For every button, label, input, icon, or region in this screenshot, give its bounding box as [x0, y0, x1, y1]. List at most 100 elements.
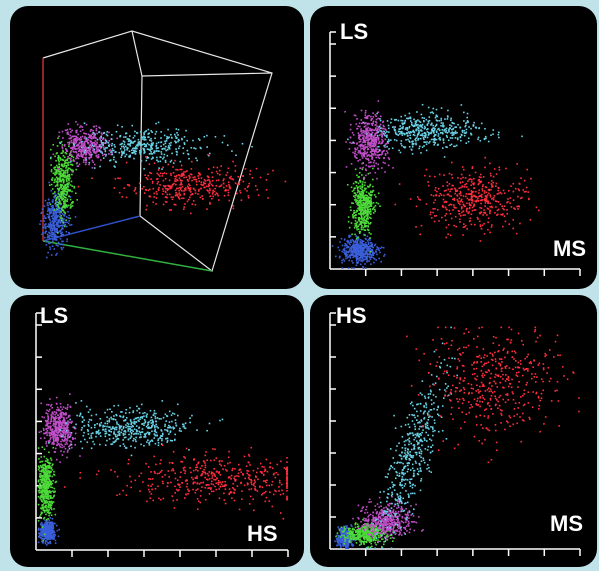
data-point [66, 198, 69, 201]
data-point [463, 129, 466, 132]
data-point [352, 262, 354, 264]
data-point [361, 196, 364, 199]
data-point [45, 466, 48, 469]
data-point [72, 156, 75, 159]
data-point [405, 127, 407, 129]
data-point [418, 131, 420, 134]
data-point [178, 177, 181, 179]
data-point [442, 141, 445, 144]
data-point [360, 255, 362, 258]
data-point [257, 194, 260, 196]
data-point [421, 146, 424, 148]
data-point [401, 134, 404, 136]
data-point [167, 184, 169, 187]
data-point [362, 203, 364, 205]
data-point [59, 172, 62, 175]
data-point [497, 189, 500, 192]
data-point [367, 145, 369, 148]
data-point [490, 205, 493, 208]
data-point [362, 146, 365, 149]
data-point [49, 507, 51, 509]
data-point [463, 223, 465, 225]
data-point [54, 168, 56, 171]
data-point [487, 201, 490, 204]
data-point [49, 232, 51, 235]
data-point [57, 219, 60, 222]
data-point [167, 145, 170, 147]
data-point [364, 208, 367, 211]
data-point [43, 525, 46, 528]
data-point [68, 145, 70, 148]
x-axis-label-ms: MS [553, 236, 586, 261]
data-point [68, 157, 70, 160]
data-point [251, 176, 254, 179]
data-point [364, 181, 366, 184]
data-point [470, 199, 473, 202]
data-point [53, 224, 56, 227]
data-point [519, 222, 521, 225]
data-point [97, 149, 100, 152]
data-point [147, 174, 149, 177]
data-point [223, 135, 226, 137]
data-point [479, 199, 482, 202]
data-point [59, 215, 61, 218]
data-point [123, 136, 125, 138]
data-point [163, 172, 166, 174]
data-point [44, 224, 46, 226]
data-point [369, 146, 371, 148]
data-point [395, 132, 397, 135]
data-point [140, 160, 143, 162]
data-point [162, 188, 164, 190]
data-point [228, 183, 230, 186]
data-point [102, 144, 105, 146]
data-point [435, 131, 438, 134]
data-point [265, 178, 268, 181]
data-point [362, 228, 364, 231]
data-point [128, 184, 130, 186]
data-point [151, 144, 154, 146]
data-point [202, 198, 204, 200]
data-point [459, 203, 461, 206]
data-point [54, 220, 57, 223]
data-point [53, 219, 56, 221]
data-point [401, 119, 404, 122]
data-point [135, 192, 137, 195]
data-point [69, 184, 72, 186]
data-point [427, 106, 430, 109]
data-point [374, 243, 377, 246]
data-point [470, 193, 473, 196]
data-point [345, 252, 347, 254]
data-point [349, 257, 352, 259]
data-point [471, 191, 473, 194]
data-point [400, 132, 403, 135]
data-point [176, 178, 178, 181]
data-point [438, 220, 440, 222]
data-point [367, 143, 369, 146]
data-point [44, 522, 47, 524]
data-point [365, 122, 367, 124]
data-point [366, 195, 369, 197]
data-point [66, 133, 69, 135]
data-point [165, 196, 168, 198]
data-point [375, 156, 378, 159]
data-point [207, 153, 209, 156]
data-point [448, 194, 451, 197]
data-point [206, 134, 208, 137]
data-point [57, 158, 60, 161]
data-point [49, 530, 52, 533]
data-point [121, 126, 123, 128]
data-point [119, 143, 122, 146]
data-point [70, 149, 73, 152]
data-point [360, 211, 362, 214]
data-point [49, 210, 51, 213]
data-point [48, 521, 50, 524]
data-point [145, 176, 148, 179]
data-point [53, 226, 56, 229]
data-point [234, 170, 237, 172]
data-point [56, 187, 59, 190]
data-point [377, 100, 380, 102]
data-point [46, 233, 49, 236]
data-point [128, 150, 131, 153]
data-point [44, 540, 47, 542]
data-point [348, 226, 351, 229]
